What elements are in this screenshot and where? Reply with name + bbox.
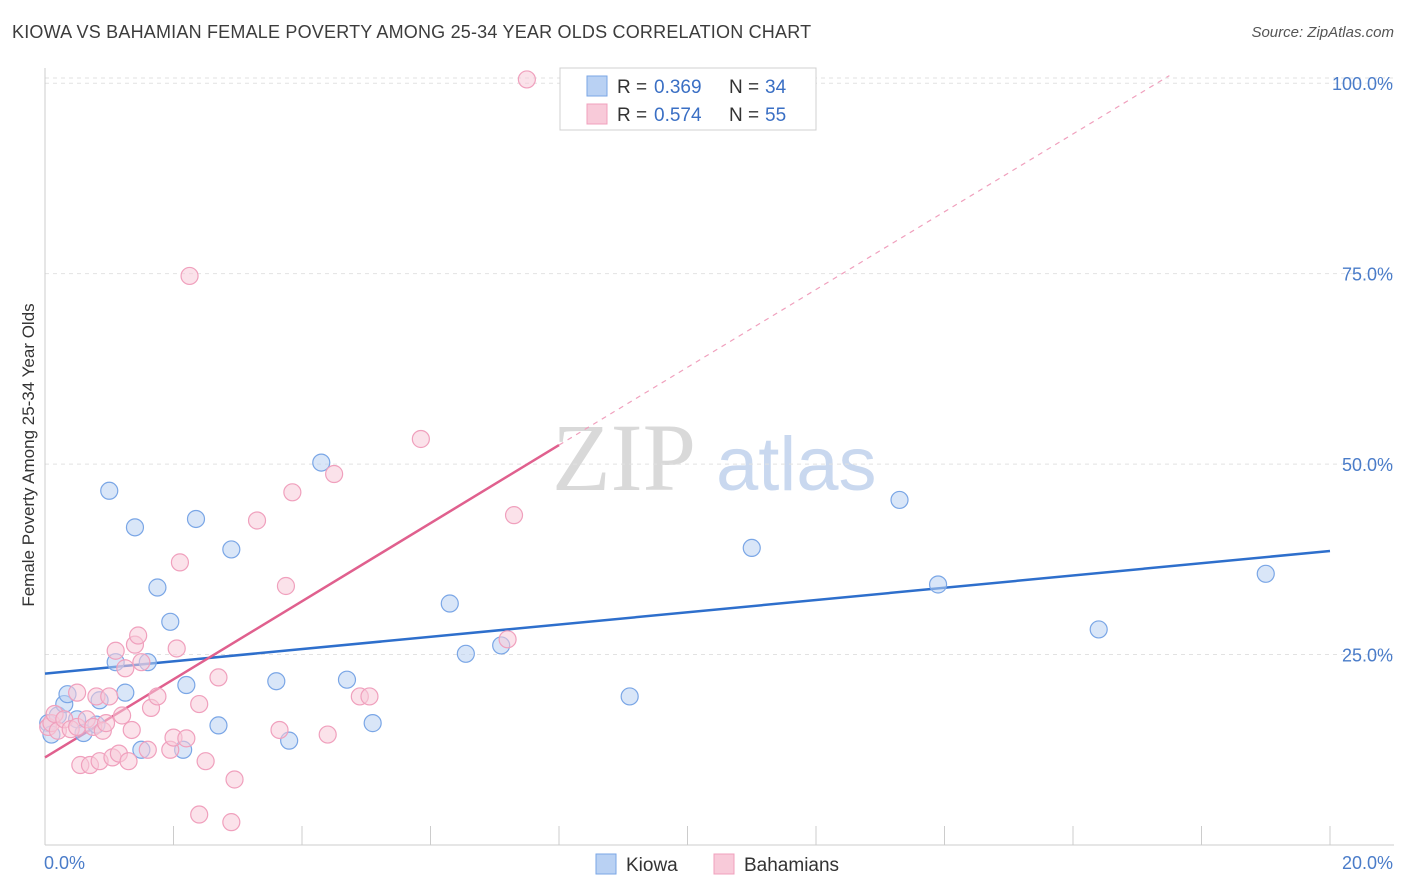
point-kiowa-35 bbox=[1256, 564, 1275, 583]
legend-bottom-swatch-bahamians bbox=[713, 853, 735, 875]
point-bahamians-50 bbox=[411, 429, 430, 449]
trend-line-dashed-bahamians bbox=[558, 75, 1170, 446]
point-kiowa-18 bbox=[177, 675, 196, 695]
point-bahamians-37 bbox=[190, 805, 209, 824]
y-tick-label-2: 75.0% bbox=[1342, 265, 1393, 285]
point-kiowa-9 bbox=[100, 481, 119, 500]
y-tick-label-3: 100.0% bbox=[1332, 74, 1393, 94]
point-bahamians-38 bbox=[196, 752, 215, 771]
legend-n-label-bahamians: N = bbox=[729, 105, 759, 126]
trend-line-bahamians bbox=[44, 444, 560, 759]
point-bahamians-34 bbox=[177, 729, 196, 748]
watermark-atlas: atlas bbox=[716, 422, 877, 507]
point-bahamians-41 bbox=[225, 770, 244, 789]
point-bahamians-16 bbox=[100, 687, 119, 706]
point-bahamians-36 bbox=[190, 694, 209, 714]
legend-swatch-kiowa bbox=[586, 75, 608, 97]
legend-top: R = 0.369 N = 34 R = 0.574 N = 55 bbox=[559, 67, 817, 131]
point-bahamians-7 bbox=[68, 683, 87, 702]
x-tick-label-max: 20.0% bbox=[1342, 853, 1393, 873]
legend-bottom-label-bahamians: Bahamians bbox=[744, 855, 839, 876]
point-kiowa-21 bbox=[222, 540, 241, 559]
point-bahamians-15 bbox=[96, 714, 116, 733]
gridlines bbox=[45, 77, 1394, 656]
point-kiowa-31 bbox=[742, 538, 761, 558]
y-tick-label-1: 50.0% bbox=[1342, 455, 1393, 475]
point-bahamians-33 bbox=[170, 553, 190, 572]
point-bahamians-47 bbox=[325, 464, 344, 484]
y-tick-label-0: 25.0% bbox=[1342, 646, 1393, 666]
legend-swatch-bahamians bbox=[586, 103, 608, 125]
point-kiowa-28 bbox=[456, 644, 475, 663]
y-tick-labels: 25.0% 50.0% 75.0% 100.0% bbox=[1332, 74, 1393, 665]
point-bahamians-32 bbox=[167, 639, 186, 658]
legend-n-label-kiowa: N = bbox=[729, 77, 759, 98]
point-kiowa-11 bbox=[116, 683, 135, 702]
legend-bottom-swatch-kiowa bbox=[595, 853, 617, 875]
point-kiowa-24 bbox=[312, 453, 331, 472]
legend-r-value-kiowa: 0.369 bbox=[654, 77, 702, 98]
point-bahamians-49 bbox=[360, 687, 379, 706]
point-bahamians-44 bbox=[276, 576, 296, 596]
point-bahamians-40 bbox=[222, 813, 241, 832]
legend-r-label-kiowa: R = bbox=[617, 77, 647, 98]
point-kiowa-19 bbox=[186, 509, 206, 529]
point-kiowa-34 bbox=[1089, 620, 1108, 639]
point-kiowa-27 bbox=[440, 594, 459, 613]
trend-line-kiowa bbox=[44, 549, 1331, 675]
point-kiowa-20 bbox=[209, 716, 228, 735]
point-bahamians-53 bbox=[517, 70, 536, 89]
point-kiowa-22 bbox=[267, 672, 286, 691]
point-bahamians-51 bbox=[498, 630, 517, 649]
point-bahamians-26 bbox=[132, 653, 151, 672]
point-bahamians-20 bbox=[112, 706, 132, 725]
legend-r-label-bahamians: R = bbox=[617, 105, 647, 126]
watermark-zip: ZIP bbox=[552, 404, 696, 511]
point-bahamians-52 bbox=[504, 506, 524, 525]
x-tick-label-min: 0.0% bbox=[44, 853, 85, 873]
point-bahamians-22 bbox=[119, 752, 138, 771]
point-bahamians-27 bbox=[138, 740, 157, 759]
trend-lines bbox=[44, 75, 1331, 759]
point-bahamians-29 bbox=[148, 687, 167, 706]
point-bahamians-35 bbox=[180, 266, 199, 286]
point-kiowa-32 bbox=[890, 490, 909, 510]
point-kiowa-12 bbox=[125, 518, 145, 537]
point-kiowa-30 bbox=[620, 687, 639, 706]
point-bahamians-45 bbox=[283, 483, 302, 502]
source-label: Source: ZipAtlas.com bbox=[1251, 24, 1394, 41]
x-ticks bbox=[173, 826, 1331, 845]
point-kiowa-33 bbox=[928, 575, 948, 594]
point-bahamians-21 bbox=[116, 659, 135, 678]
point-bahamians-18 bbox=[106, 641, 125, 660]
data-points bbox=[39, 70, 1275, 832]
point-bahamians-42 bbox=[247, 511, 267, 530]
point-kiowa-15 bbox=[148, 578, 167, 597]
point-bahamians-46 bbox=[318, 725, 337, 744]
legend-n-value-kiowa: 34 bbox=[765, 77, 787, 98]
point-bahamians-23 bbox=[122, 720, 141, 740]
point-kiowa-26 bbox=[363, 714, 382, 733]
legend-n-value-bahamians: 55 bbox=[765, 105, 786, 126]
point-bahamians-39 bbox=[209, 668, 228, 687]
point-kiowa-16 bbox=[161, 612, 180, 631]
chart-title: KIOWA VS BAHAMIAN FEMALE POVERTY AMONG 2… bbox=[12, 22, 812, 42]
point-kiowa-25 bbox=[337, 670, 357, 689]
point-bahamians-43 bbox=[270, 720, 289, 740]
legend-bottom: Kiowa Bahamians bbox=[595, 853, 839, 876]
legend-r-value-bahamians: 0.574 bbox=[654, 105, 702, 126]
point-bahamians-25 bbox=[129, 626, 148, 645]
legend-bottom-label-kiowa: Kiowa bbox=[626, 855, 678, 876]
y-axis-label: Female Poverty Among 25-34 Year Olds bbox=[19, 303, 38, 606]
